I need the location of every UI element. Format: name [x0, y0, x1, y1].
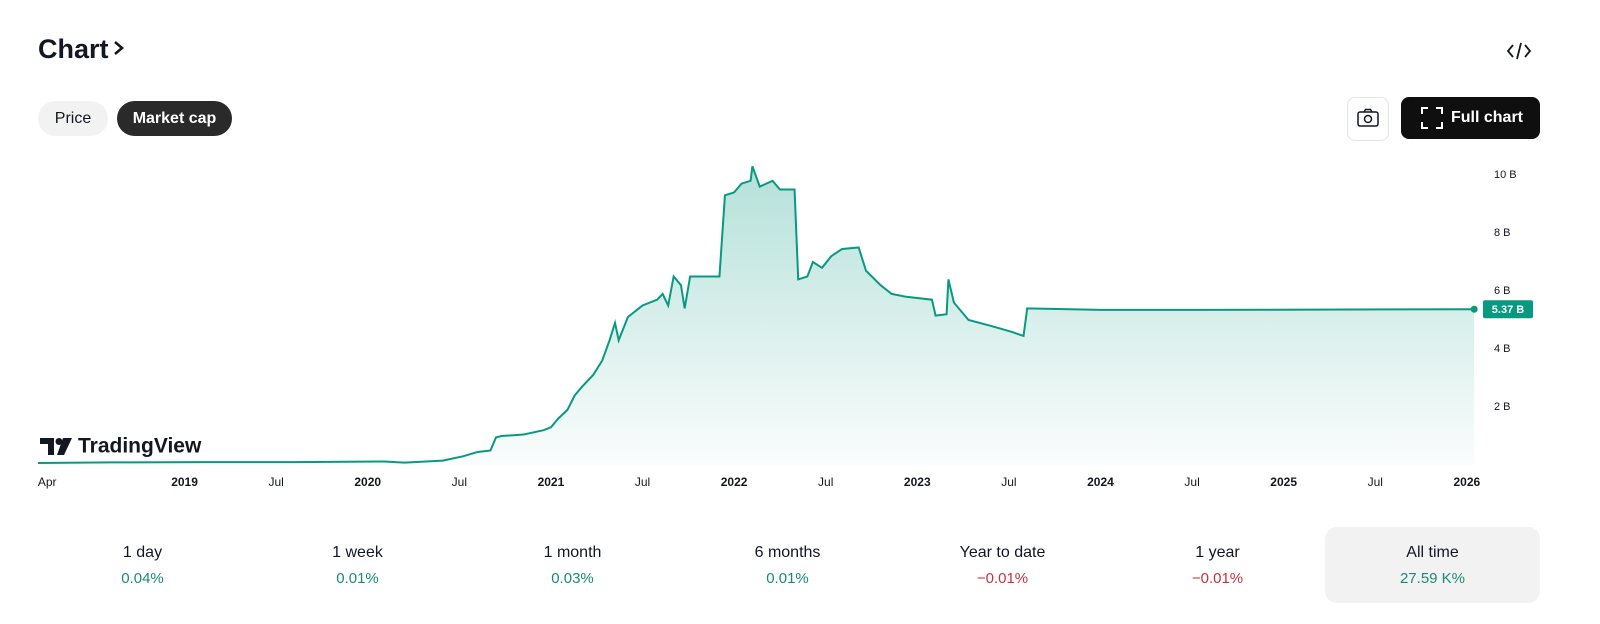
title-text: Chart: [38, 34, 109, 64]
period-label: 1 day: [122, 544, 163, 561]
period-label: 1 week: [332, 544, 383, 561]
x-tick-label: 2022: [721, 475, 748, 489]
tab[interactable]: Price: [38, 101, 108, 136]
value-badge: [1483, 300, 1533, 319]
x-tick-label: 2021: [538, 475, 565, 489]
period-item[interactable]: 1 week 0.01%: [250, 527, 465, 603]
page-title[interactable]: Chart: [38, 34, 126, 65]
x-tick-label: Jul: [818, 475, 833, 489]
value-label: 5.37 B: [1492, 304, 1524, 316]
line: [37, 165, 1475, 464]
y-tick-label: 2 B: [1494, 401, 1511, 413]
x-tick-label: Jul: [452, 475, 467, 489]
fullscreen-icon: [1421, 107, 1443, 129]
y-tick-label: 4 B: [1494, 343, 1511, 355]
x-tick-label: 2019: [171, 475, 198, 489]
period-change: 0.01%: [336, 570, 379, 587]
embed-icon[interactable]: [1506, 40, 1532, 62]
x-tick-label: Jul: [635, 475, 650, 489]
watermark: TradingView: [40, 435, 202, 458]
watermark-text: TradingView: [78, 435, 202, 458]
chevron-icon: [113, 41, 124, 55]
full-chart-button[interactable]: Full chart: [1401, 97, 1540, 139]
period-label: 1 year: [1195, 544, 1240, 561]
period-label: 1 month: [543, 544, 602, 561]
period-item[interactable]: 1 month 0.03%: [465, 527, 680, 603]
y-tick-label: 8 B: [1494, 227, 1511, 239]
period-item[interactable]: Year to date −0.01%: [895, 527, 1110, 603]
period-label: All time: [1406, 544, 1459, 561]
period-change: 0.03%: [551, 570, 594, 587]
period-change: −0.01%: [976, 570, 1029, 587]
period-change: 0.01%: [766, 570, 809, 587]
period-change: −0.01%: [1191, 570, 1244, 587]
x-tick-label: Jul: [1368, 475, 1383, 489]
x-tick-label: 2025: [1270, 475, 1297, 489]
chart: TradingView 2 B 4 B 6 B 8 B 10 B Apr 2019 Jul 20…: [37, 165, 1533, 489]
x-tick-label: Jul: [268, 475, 283, 489]
y-tick-label: 10 B: [1494, 169, 1517, 181]
period-item[interactable]: 1 year −0.01%: [1110, 527, 1325, 603]
x-tick-label: 2020: [354, 475, 381, 489]
period-item[interactable]: All time 27.59 K%: [1325, 527, 1540, 603]
snapshot-button[interactable]: [1347, 97, 1389, 141]
x-tick-label: 2024: [1087, 475, 1114, 489]
button-label: Full chart: [1451, 109, 1524, 126]
y-tick-label: 6 B: [1494, 285, 1511, 297]
x-tick-label: 2026: [1453, 475, 1480, 489]
tab[interactable]: Market cap: [117, 101, 232, 136]
camera-icon: [1357, 108, 1379, 127]
period-change: 0.04%: [121, 570, 164, 587]
period-row: 1 day 0.04% 1 week 0.01% 1 month 0.03% 6 month…: [35, 527, 1540, 603]
x-tick-label: 2023: [904, 475, 931, 489]
x-tick-label: Apr: [38, 475, 57, 489]
x-tick-label: Jul: [1001, 475, 1016, 489]
period-label: Year to date: [959, 544, 1046, 561]
last-point: [1470, 305, 1478, 313]
x-tick-label: Jul: [1184, 475, 1199, 489]
period-item[interactable]: 1 day 0.04%: [35, 527, 250, 603]
period-item[interactable]: 6 months 0.01%: [680, 527, 895, 603]
period-label: 6 months: [754, 544, 821, 561]
period-change: 27.59 K%: [1399, 570, 1466, 587]
area-fill: [38, 166, 1475, 466]
